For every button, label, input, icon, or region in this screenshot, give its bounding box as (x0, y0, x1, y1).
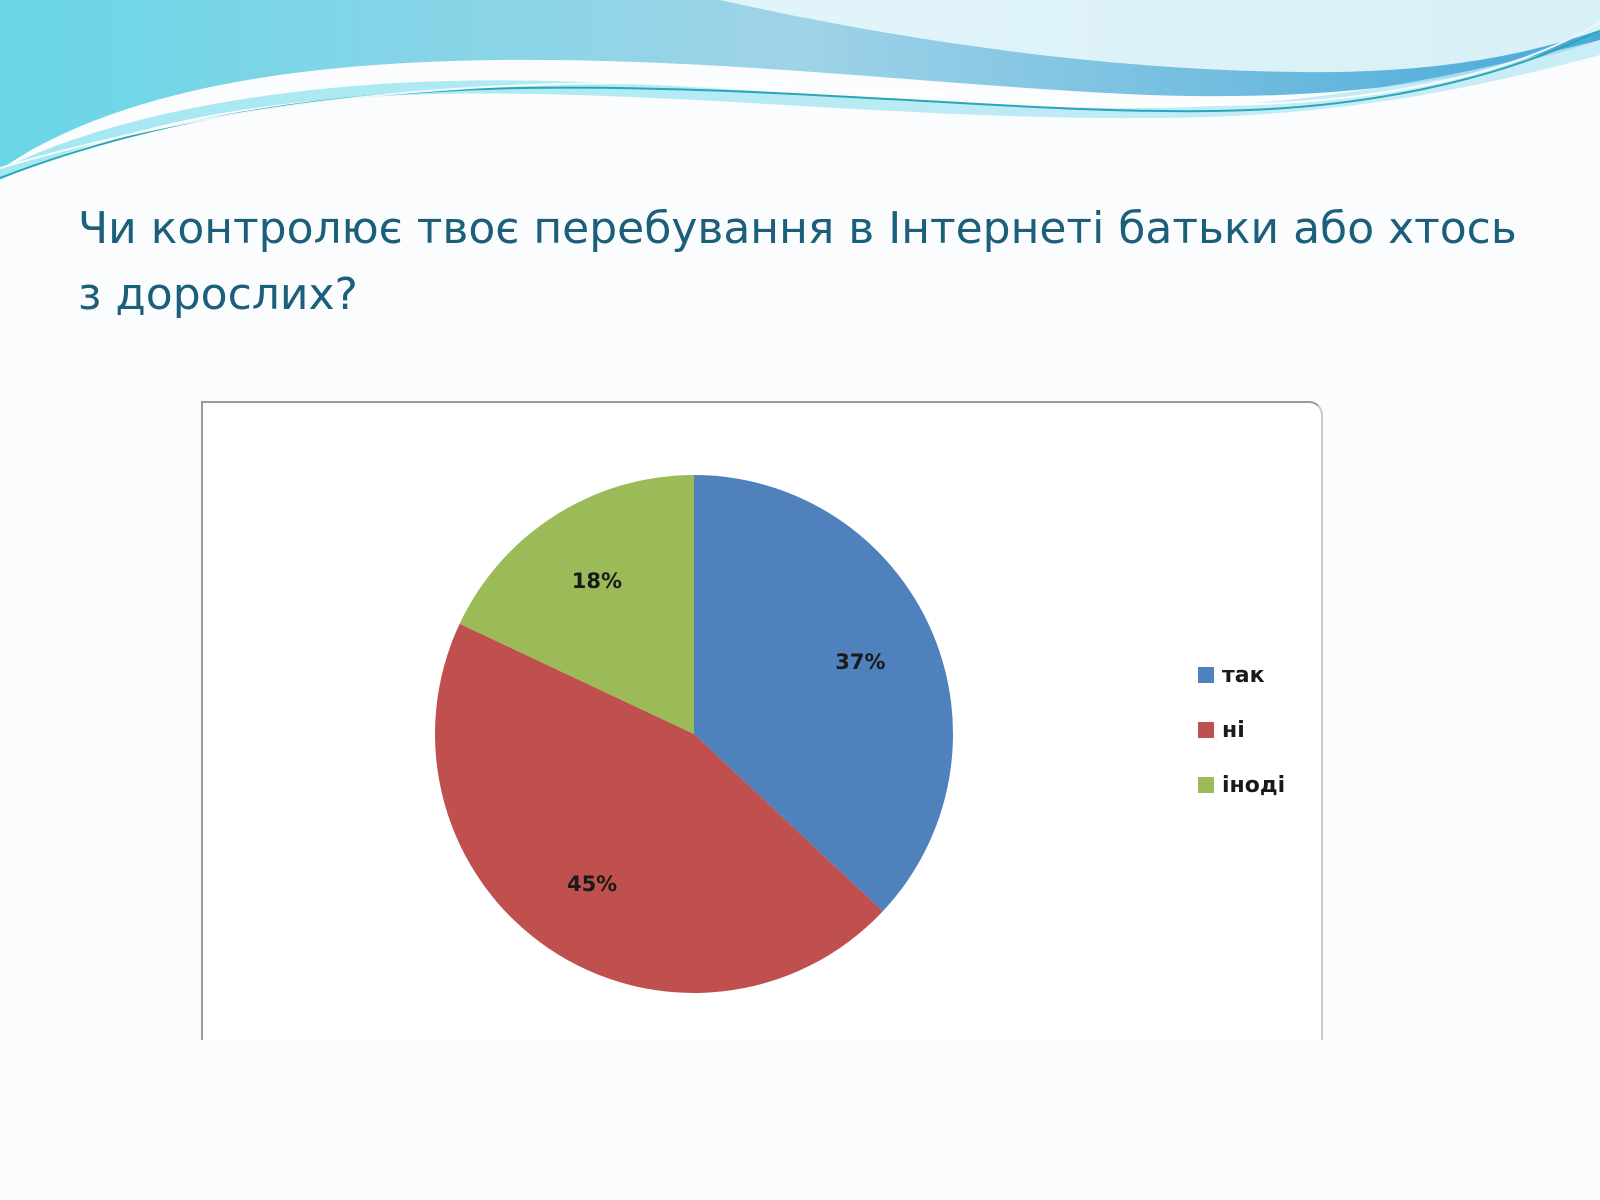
legend-swatch (1198, 722, 1214, 738)
legend-item: іноді (1198, 771, 1285, 799)
pie-slice-2 (459, 475, 694, 734)
legend-label: так (1222, 662, 1265, 688)
legend-item: ні (1198, 716, 1285, 744)
slice-data-label: 37% (835, 650, 885, 674)
legend-label: ні (1222, 717, 1245, 743)
legend-swatch (1198, 777, 1214, 793)
chart-frame: 37% 45% 18% так ні іноді (201, 401, 1323, 1040)
slice-data-label: 18% (572, 569, 622, 593)
decorative-wave-header (0, 0, 1600, 180)
pie-slice-0 (694, 475, 953, 912)
chart-legend: так ні іноді (1198, 661, 1285, 826)
legend-label: іноді (1222, 772, 1286, 798)
legend-item: так (1198, 661, 1285, 689)
slide-title: Чи контролює твоє перебування в Інтернет… (78, 203, 1517, 320)
legend-swatch (1198, 667, 1214, 683)
pie-chart: 37% 45% 18% (435, 475, 953, 993)
pie-slice-1 (435, 623, 883, 993)
slice-data-label: 45% (567, 872, 617, 896)
